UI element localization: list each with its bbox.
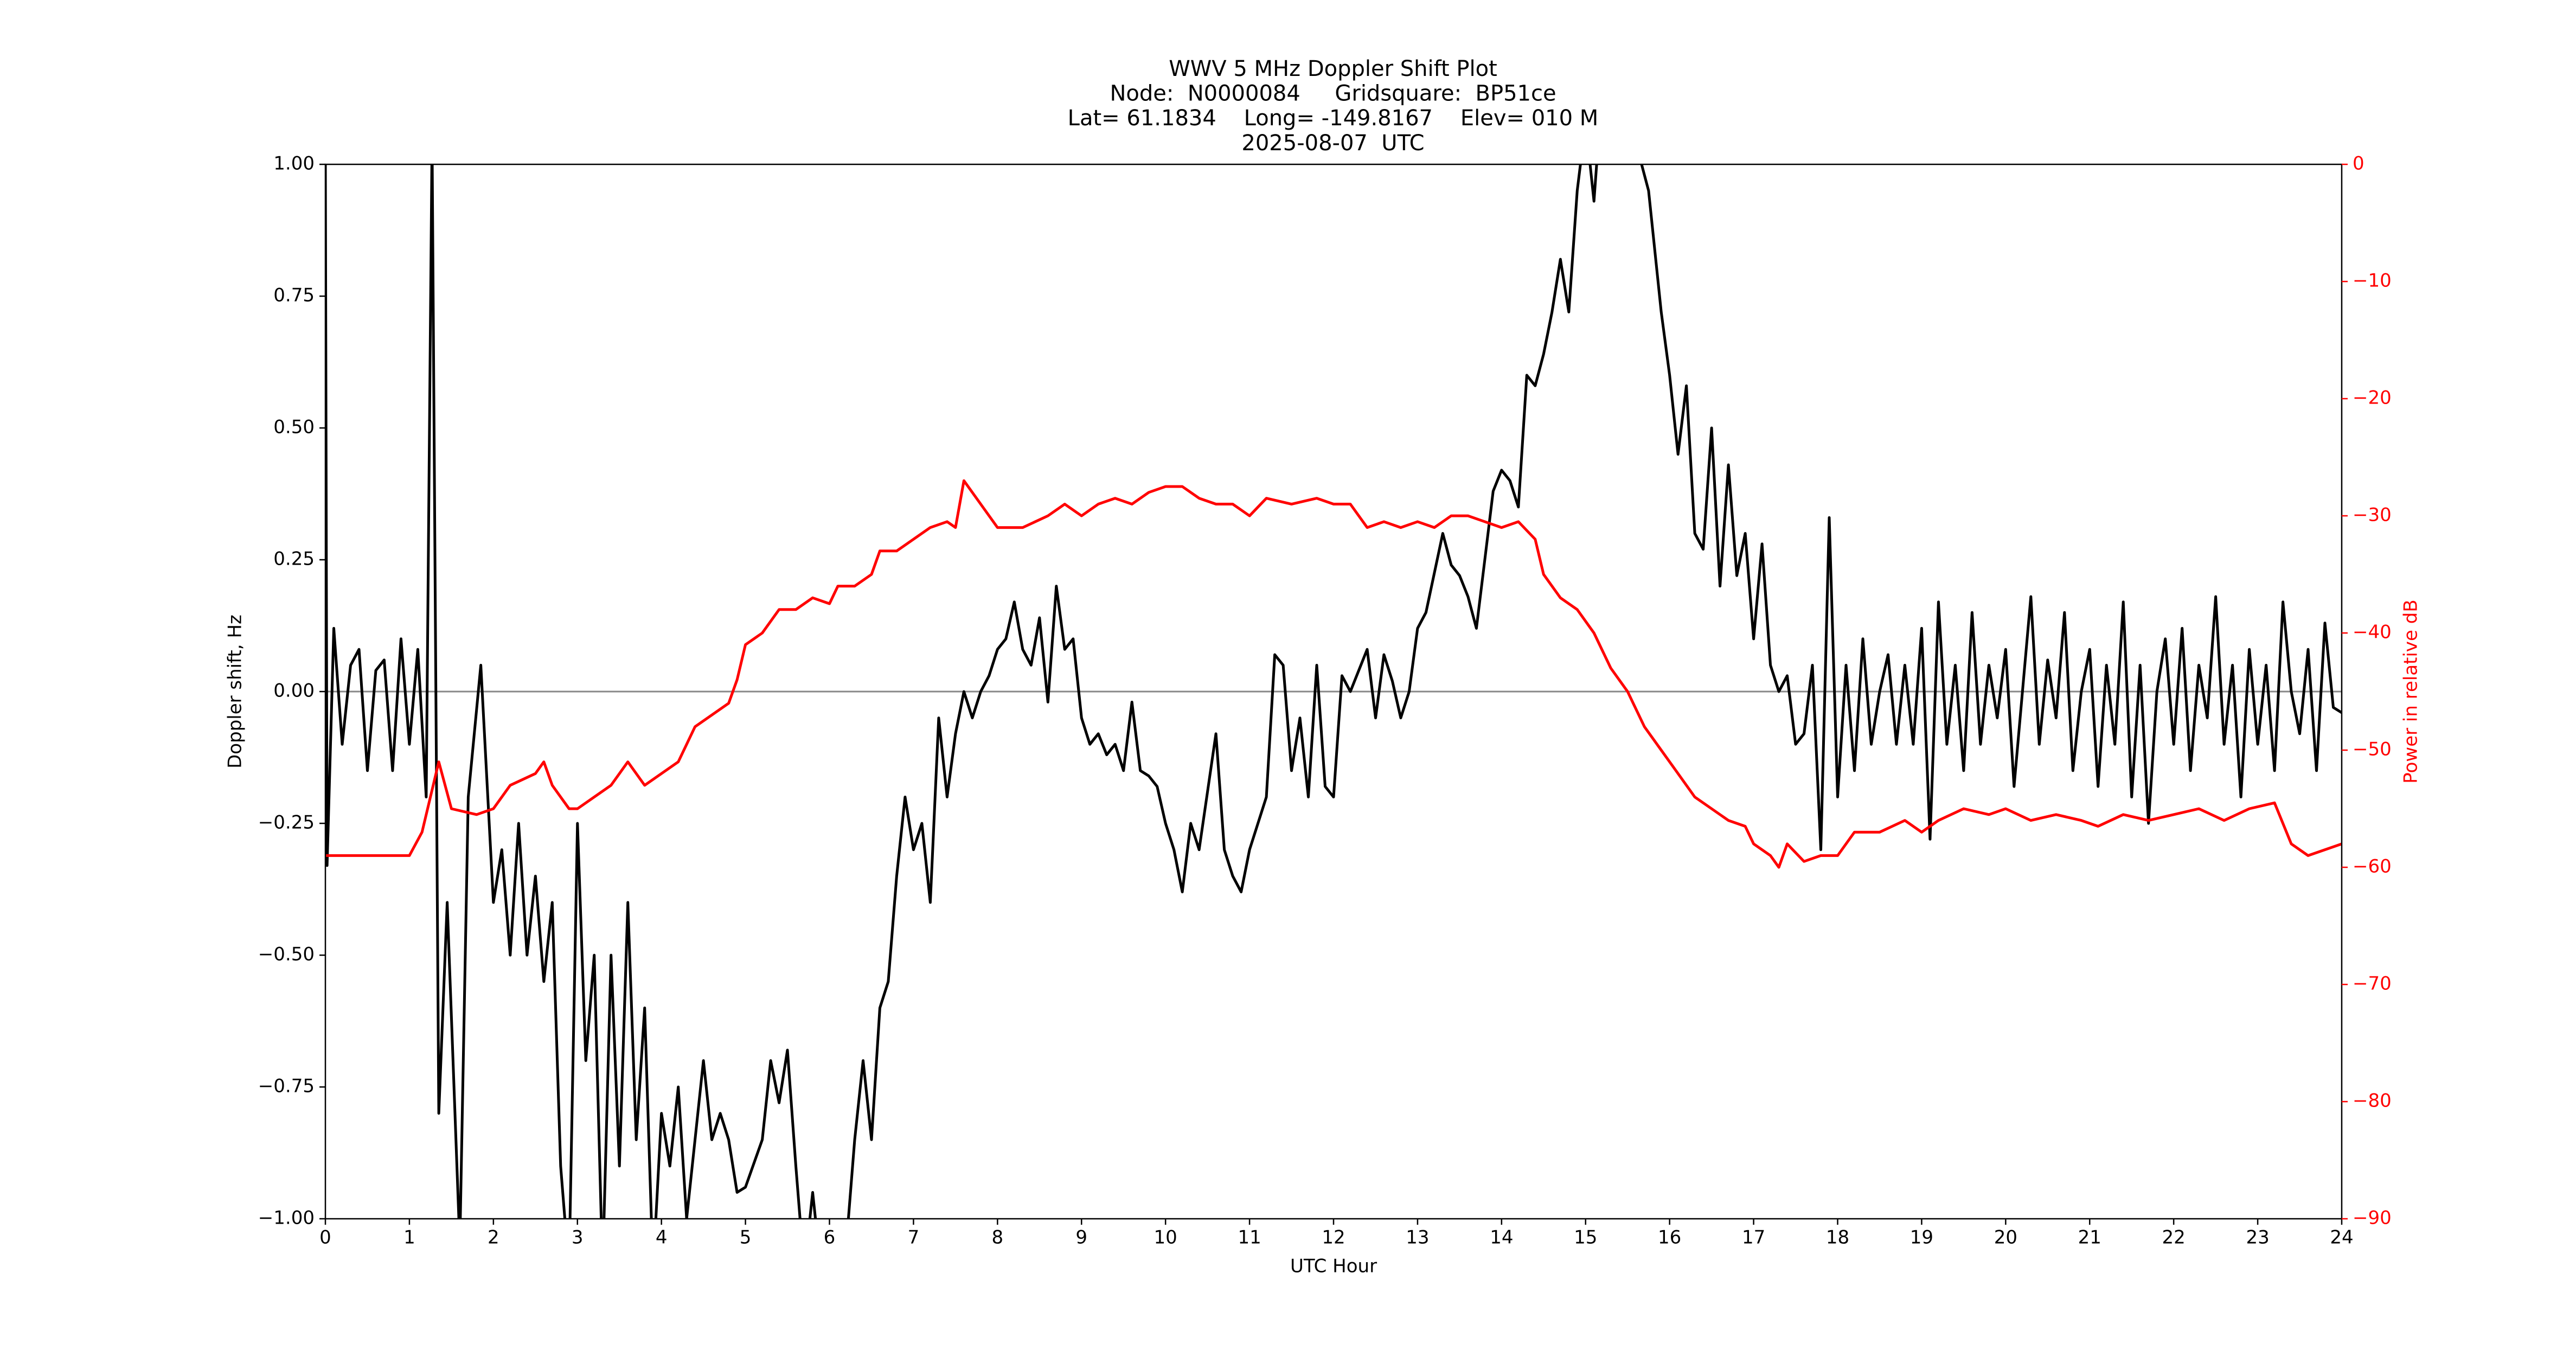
y2-tick-label: 0 <box>2353 153 2364 175</box>
x-tick-label: 9 <box>1075 1227 1087 1249</box>
x-tick-label: 20 <box>1994 1227 2017 1249</box>
x-tick-label: 11 <box>1238 1227 1261 1249</box>
y2-axis-label: Power in relative dB <box>2400 599 2422 783</box>
x-tick-label: 6 <box>824 1227 836 1249</box>
y2-tick-label: −90 <box>2353 1207 2392 1229</box>
x-tick-label: 10 <box>1154 1227 1177 1249</box>
data-line <box>325 164 2342 1219</box>
x-tick-label: 19 <box>1910 1227 1933 1249</box>
x-tick-label: 5 <box>740 1227 752 1249</box>
x-tick-label: 21 <box>2078 1227 2101 1249</box>
data-line <box>325 479 2342 869</box>
x-tick-label: 13 <box>1406 1227 1429 1249</box>
y-tick-label: 1.00 <box>273 153 315 175</box>
x-tick-label: 4 <box>656 1227 668 1249</box>
x-tick-label: 14 <box>1490 1227 1513 1249</box>
x-tick-label: 22 <box>2162 1227 2186 1249</box>
y2-tick-label: −10 <box>2353 270 2392 292</box>
y-tick-label: −0.75 <box>258 1076 315 1097</box>
y2-tick-label: −60 <box>2353 856 2392 878</box>
x-tick-label: 17 <box>1742 1227 1765 1249</box>
y-tick-label: 0.75 <box>273 285 315 306</box>
x-tick-label: 15 <box>1574 1227 1597 1249</box>
x-tick-label: 12 <box>1322 1227 1345 1249</box>
x-tick-label: 24 <box>2330 1227 2353 1249</box>
x-tick-label: 7 <box>908 1227 920 1249</box>
x-axis-label: UTC Hour <box>1290 1256 1377 1277</box>
y-tick-label: −0.25 <box>258 812 315 834</box>
y-tick-label: −0.50 <box>258 944 315 965</box>
plot-area <box>325 164 2342 1219</box>
y-axis-label: Doppler shift, Hz <box>225 615 246 769</box>
y2-tick-label: −40 <box>2353 622 2392 643</box>
x-tick-label: 18 <box>1826 1227 1849 1249</box>
y-tick-label: 0.50 <box>273 417 315 438</box>
y-tick-label: 0.00 <box>273 680 315 702</box>
chart-title: 2025-08-07 UTC <box>1241 131 1424 156</box>
x-tick-label: 1 <box>403 1227 415 1249</box>
y2-tick-label: −70 <box>2353 973 2392 995</box>
x-tick-label: 3 <box>572 1227 584 1249</box>
y-tick-label: 0.25 <box>273 548 315 570</box>
x-tick-label: 0 <box>319 1227 331 1249</box>
x-tick-label: 2 <box>488 1227 499 1249</box>
x-tick-label: 16 <box>1658 1227 1681 1249</box>
x-tick-label: 23 <box>2246 1227 2269 1249</box>
y2-tick-label: −50 <box>2353 739 2392 760</box>
chart-title: Lat= 61.1834 Long= -149.8167 Elev= 010 M <box>1068 106 1599 131</box>
x-tick-label: 8 <box>992 1227 1004 1249</box>
y2-tick-label: −80 <box>2353 1090 2392 1112</box>
y2-tick-label: −30 <box>2353 504 2392 526</box>
y2-tick-label: −20 <box>2353 387 2392 409</box>
chart-title: Node: N0000084 Gridsquare: BP51ce <box>1110 81 1556 106</box>
y-tick-label: −1.00 <box>258 1207 315 1229</box>
chart-title: WWV 5 MHz Doppler Shift Plot <box>1169 56 1497 81</box>
